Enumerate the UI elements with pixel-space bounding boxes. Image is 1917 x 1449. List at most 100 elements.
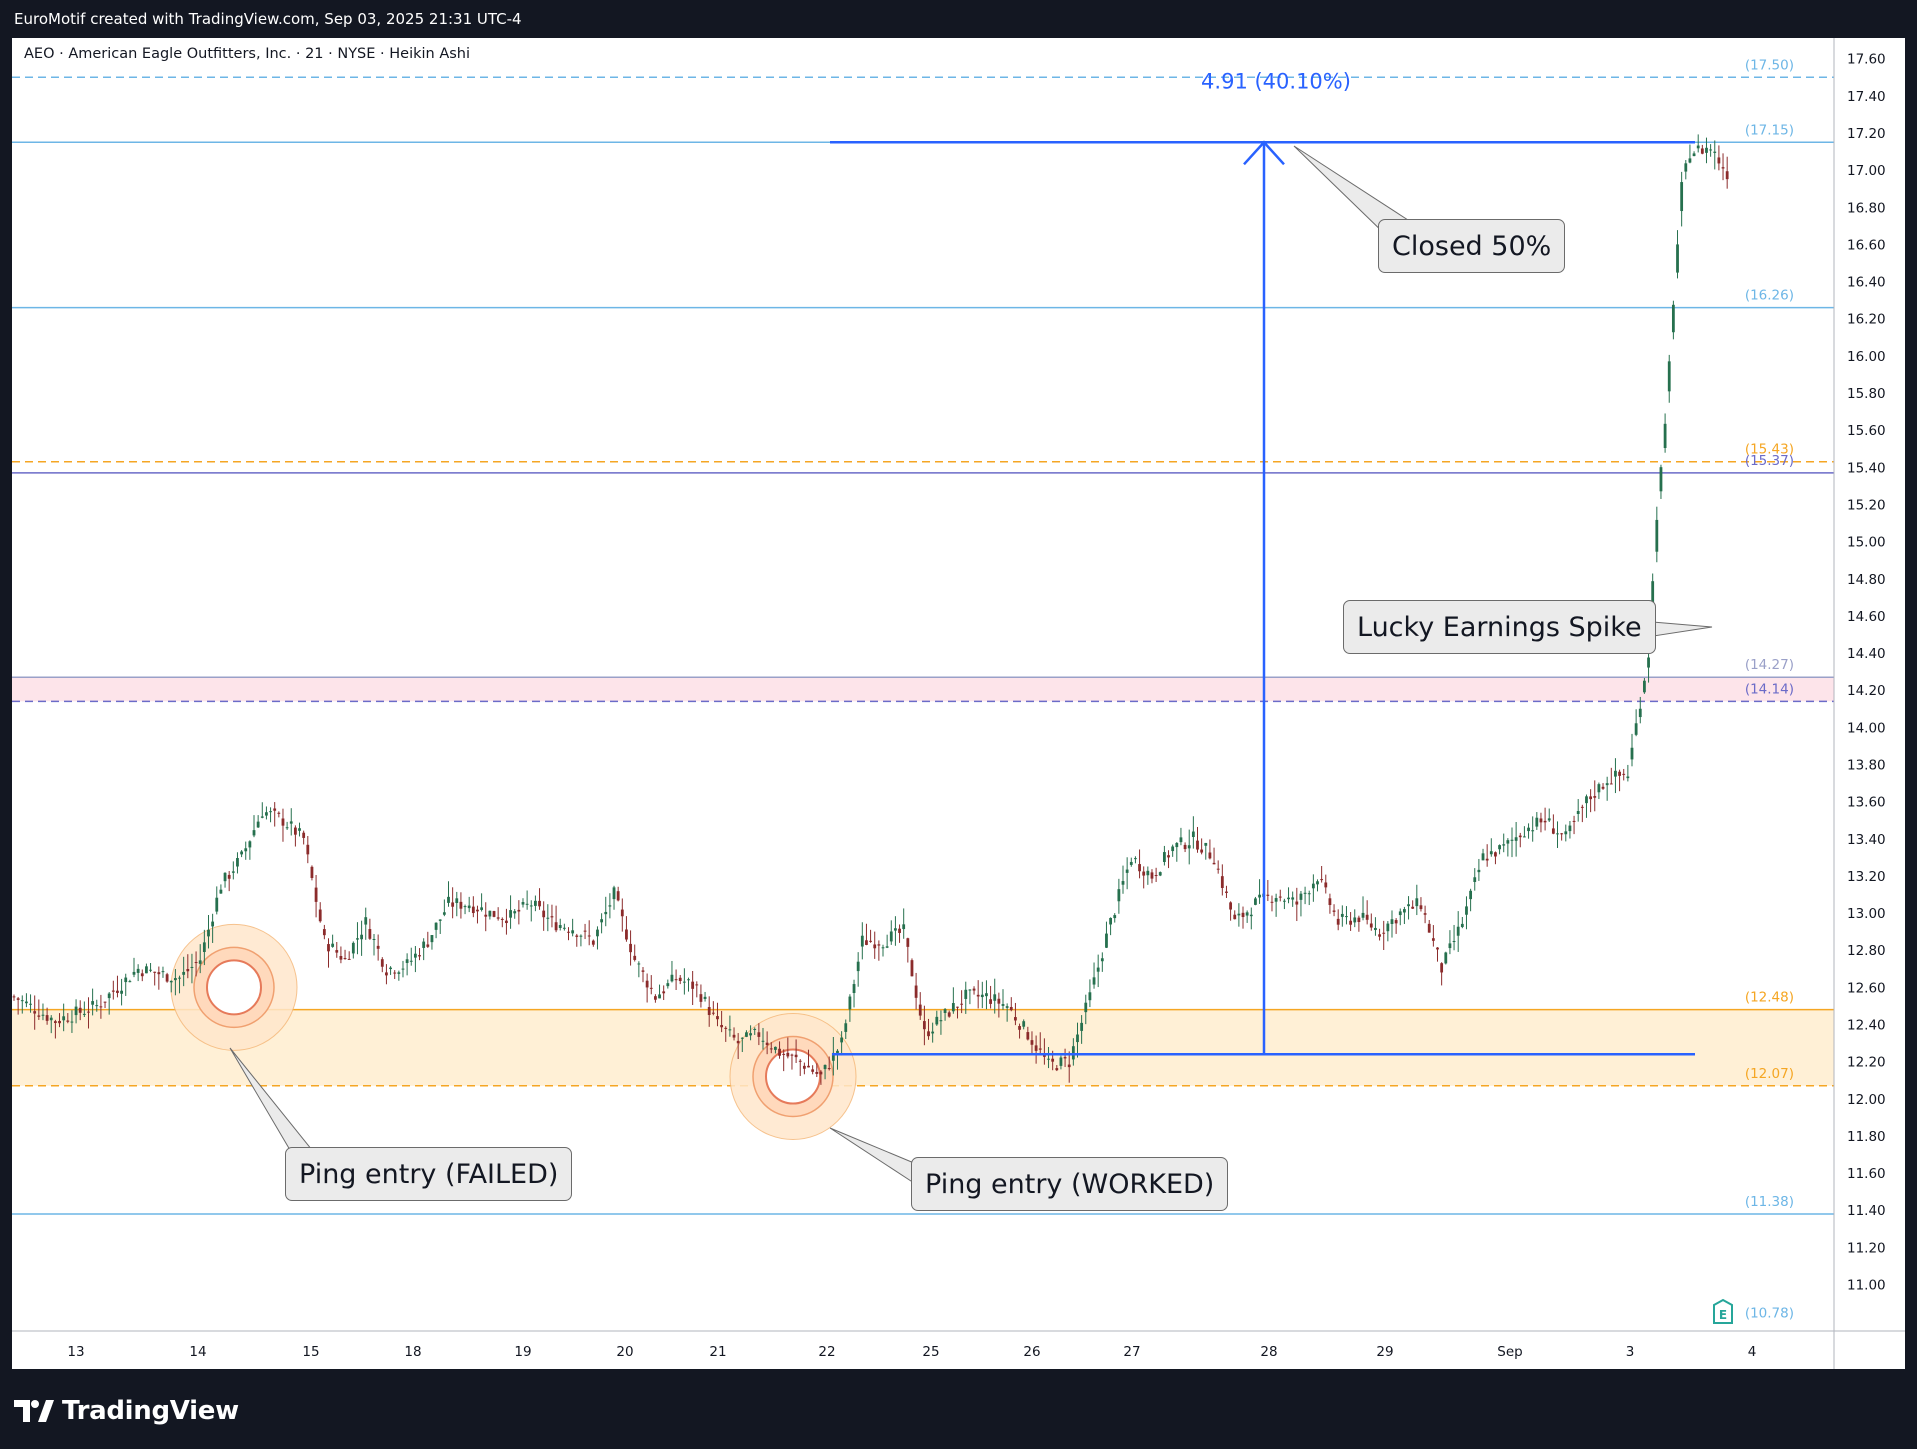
candle-body [1162,852,1166,862]
price-tick-26: 12.40 [1847,1018,1886,1034]
candle-body [674,979,678,981]
candle-body [145,966,148,974]
candle-body [364,917,368,925]
candle-body [202,942,206,952]
candle-body [1167,855,1170,858]
callout-earnings-text: Lucky Earnings Spike [1357,612,1642,643]
candle-body [682,981,686,983]
candle-body [447,896,450,903]
candle-body [1705,147,1708,153]
ping-circle-inner-1 [765,1048,821,1105]
candle-body [571,930,575,934]
candle-body [1609,783,1613,785]
callout-ping-worked[interactable]: Ping entry (WORKED) [911,1157,1229,1211]
tradingview-footer[interactable]: TradingView [14,1391,239,1431]
candle-body [78,1007,82,1013]
candle-body [244,848,248,852]
callout-earnings-spike[interactable]: Lucky Earnings Spike [1343,600,1656,654]
candle-body [1589,796,1593,800]
candle-body [645,980,649,988]
level-label-2: (16.26) [1745,288,1794,304]
candle-body [248,841,252,848]
candle-body [662,991,666,994]
candle-body [25,1001,28,1004]
candle-body [318,909,322,922]
candle-body [554,922,558,931]
price-tick-20: 13.60 [1847,795,1886,811]
candle-body [1171,846,1175,852]
time-tick-8: 25 [922,1344,939,1360]
candle-body [1258,894,1261,898]
candle-body [1622,773,1626,775]
candle-body [1059,1057,1063,1066]
candle-body [960,1003,964,1005]
candle-body [1390,919,1394,924]
callout-closed-50[interactable]: Closed 50% [1378,219,1566,273]
candle-body [1518,835,1522,838]
candle-body [550,916,554,918]
candle-body [1080,1022,1084,1031]
candle-body [45,1015,49,1021]
candle-body [1274,898,1278,902]
candle-body [161,971,165,973]
candle-body [1018,1026,1021,1030]
price-tick-8: 16.00 [1847,349,1886,365]
price-tick-12: 15.20 [1847,497,1886,513]
candle-body [1200,849,1204,853]
candle-body [1684,163,1688,172]
candle-body [285,827,289,829]
price-axis[interactable]: 17.60 17.40 17.20 17.00 16.80 16.60 16.40 16.20… [1847,52,1886,1294]
candle-body [1187,845,1191,849]
candle-body [405,959,409,963]
candle-body [368,929,372,939]
candle-body [1539,818,1543,823]
candle-body [819,1071,823,1075]
candle-body [985,993,988,997]
candle-body [922,1021,926,1030]
candle-body [236,858,239,867]
candle-body [1382,932,1386,934]
candle-body [41,1014,45,1016]
candle-body [1357,917,1361,923]
candle-body [471,906,475,914]
candle-body [600,919,604,923]
candle-body [91,1001,95,1005]
candle-body [273,808,277,811]
callout-ping-failed[interactable]: Ping entry (FAILED) [285,1147,573,1201]
price-tick-32: 11.20 [1847,1240,1886,1256]
candle-body [153,971,157,973]
candle-body [310,866,314,879]
earnings-badge[interactable]: E [1713,1298,1733,1324]
candle-body [380,959,384,967]
candle-body [194,962,198,964]
candle-body [711,1012,715,1014]
candle-body [699,994,703,1002]
candle-body [525,903,529,905]
candle-body [1001,1004,1005,1006]
candle-body [1494,852,1497,857]
candle-body [422,941,426,948]
candle-body [1597,784,1601,793]
candle-body [1324,882,1328,888]
candle-body [256,821,260,828]
candle-body [720,1024,724,1028]
candle-body [1440,963,1444,973]
level-label-10: (10.78) [1745,1305,1794,1321]
candle-body [546,917,550,919]
candle-body [1096,967,1100,972]
candle-body [298,828,301,831]
candle-body [939,1020,943,1022]
earnings-badge-letter: E [1719,1308,1727,1322]
candle-body [782,1053,786,1055]
resistance-band[interactable] [12,677,1834,702]
candle-body [476,909,479,912]
candle-body [1386,923,1390,932]
candle-body [1113,915,1117,919]
candle-body [1311,883,1315,889]
candle-body [1299,893,1303,900]
time-axis[interactable]: 13 14 15 18 19 20 21 22 25 26 27 28 29 Sep 3 4 [67,1344,1756,1360]
candle-body [591,940,595,945]
ping-circles-layer [170,923,857,1141]
candle-body [596,929,599,937]
candle-body [757,1032,761,1037]
